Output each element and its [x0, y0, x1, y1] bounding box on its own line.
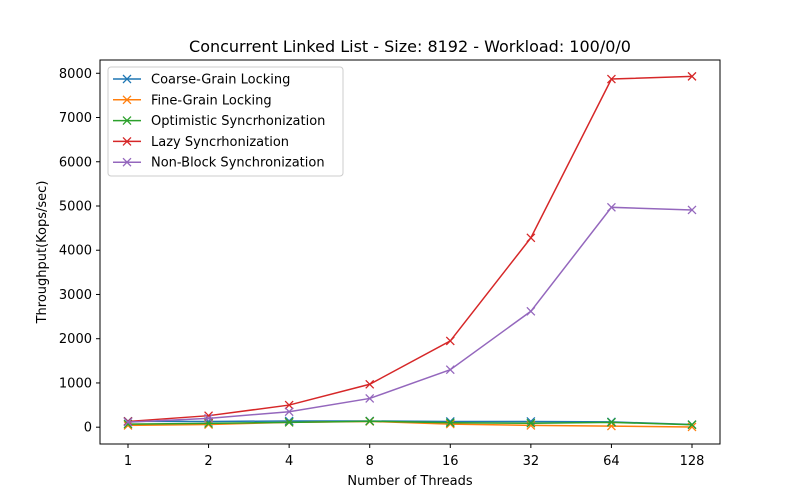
data-point: [445, 336, 455, 346]
y-tick-label: 5000: [59, 199, 92, 214]
data-point: [526, 418, 536, 428]
legend-marker: [122, 157, 132, 167]
data-point: [284, 407, 294, 417]
data-point: [123, 420, 133, 430]
data-point: [284, 416, 294, 426]
x-axis-label: Number of Threads: [347, 474, 472, 489]
data-point: [687, 71, 697, 81]
x-axis: 1 2 4 8 16 32 64 128: [124, 444, 705, 469]
legend-marker: [122, 116, 132, 126]
y-tick-label: 3000: [59, 288, 92, 303]
data-point: [687, 420, 697, 430]
x-tick-label: 4: [285, 454, 293, 469]
series-line: [127, 206, 693, 423]
data-point: [687, 205, 697, 215]
data-point: [526, 416, 536, 426]
y-tick-label: 1000: [59, 376, 92, 391]
data-point: [284, 400, 294, 410]
data-point: [445, 418, 455, 428]
x-tick-label: 32: [523, 454, 540, 469]
legend-label: Coarse-Grain Locking: [151, 73, 290, 88]
y-tick-label: 4000: [59, 244, 92, 259]
y-tick-label: 6000: [59, 155, 92, 170]
legend-label: Fine-Grain Locking: [151, 93, 272, 108]
legend-label: Optimistic Syncrhonization: [151, 114, 325, 129]
data-point: [365, 379, 375, 389]
series-line: [127, 420, 693, 426]
data-point: [526, 306, 536, 316]
legend-box: [107, 66, 344, 177]
y-tick-label: 0: [84, 421, 92, 436]
data-point: [123, 417, 133, 427]
data-point: [204, 413, 214, 423]
x-tick-label: 16: [442, 454, 459, 469]
x-tick-label: 8: [366, 454, 374, 469]
series-line: [127, 420, 693, 428]
legend-marker: [122, 95, 132, 105]
y-axis-label: Throughput(Kops/sec): [35, 181, 50, 325]
data-point: [606, 202, 616, 212]
plot-area: [99, 59, 721, 445]
data-point: [445, 419, 455, 429]
legend-label: Lazy Syncrhonization: [151, 135, 289, 150]
data-point: [606, 74, 616, 84]
data-point: [606, 421, 616, 431]
data-point: [365, 393, 375, 403]
data-point: [606, 417, 616, 427]
y-axis: 0 1000 2000 3000 4000 5000 6000 7000 8000: [59, 67, 100, 436]
legend-marker: [122, 74, 132, 84]
chart-title: Concurrent Linked List - Size: 8192 - Wo…: [189, 37, 631, 56]
legend-marker: [122, 136, 132, 146]
y-tick-label: 7000: [59, 111, 92, 126]
data-point: [284, 417, 294, 427]
data-point: [445, 365, 455, 375]
legend: Coarse-Grain Locking Fine-Grain Locking Op…: [107, 66, 344, 177]
data-point: [526, 233, 536, 243]
x-tick-label: 2: [204, 454, 212, 469]
series-layer: [123, 71, 697, 432]
x-tick-label: 64: [603, 454, 620, 469]
x-tick-label: 1: [124, 454, 132, 469]
x-tick-label: 128: [680, 454, 705, 469]
y-tick-label: 2000: [59, 332, 92, 347]
data-point: [365, 416, 375, 426]
series-line: [127, 75, 693, 423]
legend-label: Non-Block Synchronization: [151, 156, 325, 171]
y-tick-label: 8000: [59, 67, 92, 82]
